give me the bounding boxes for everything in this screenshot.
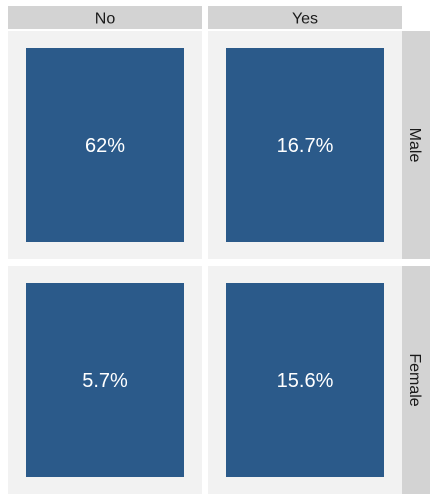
- row-strip-label: Female: [406, 353, 423, 406]
- column-strip-label: No: [95, 11, 116, 28]
- column-strip-label: Yes: [292, 11, 318, 28]
- facet-tile: [26, 48, 184, 242]
- cell-value-label: 15.6%: [277, 370, 334, 392]
- cell-value-label: 16.7%: [277, 135, 334, 157]
- cell-value-label: 5.7%: [82, 370, 128, 392]
- column-strip: [8, 6, 202, 29]
- row-strip: [402, 31, 430, 259]
- facet-tile: [226, 283, 384, 477]
- column-strip: [208, 6, 402, 29]
- cell-value-label: 62%: [85, 135, 125, 157]
- facet-tile: [226, 48, 384, 242]
- row-strip-label: Male: [406, 128, 423, 163]
- facet-tile: [26, 283, 184, 477]
- row-strip: [402, 266, 430, 494]
